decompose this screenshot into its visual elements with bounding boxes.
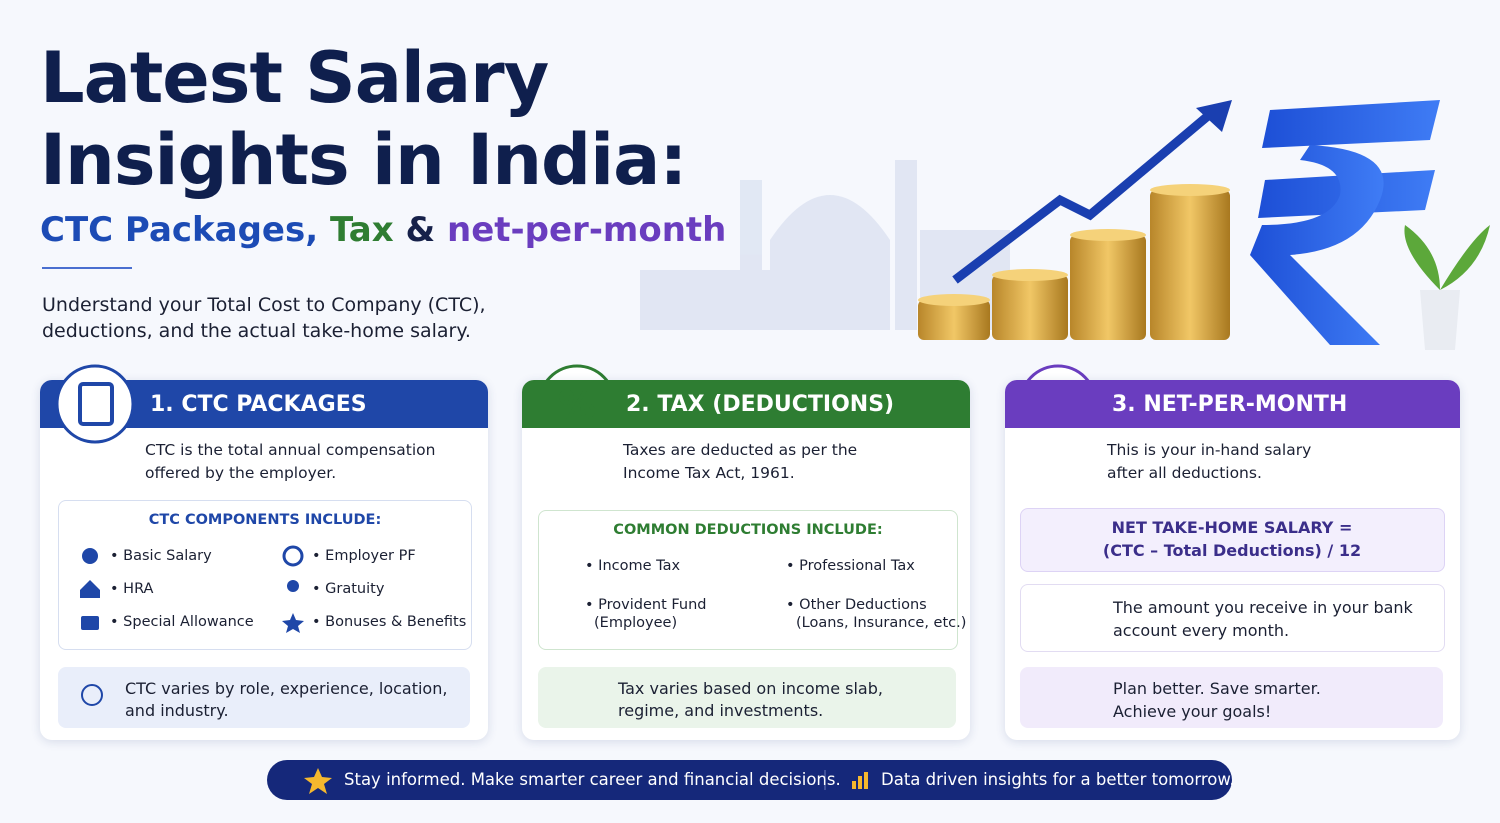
formula: (CTC – Total Deductions) / 12 — [1102, 541, 1362, 560]
trend-arrow — [952, 106, 1218, 284]
card — [522, 380, 970, 740]
card — [1005, 380, 1460, 740]
note-box — [1020, 667, 1443, 728]
card-description: Taxes are deducted as per the — [623, 441, 858, 459]
card-title: 2. TAX (DEDUCTIONS) — [626, 392, 895, 417]
list-item: • HRA — [110, 581, 154, 597]
list-item: • Professional Tax — [786, 558, 915, 574]
star-icon — [304, 768, 332, 794]
list-item: • Other Deductions — [786, 597, 927, 613]
info: The amount you receive in your bank — [1113, 598, 1413, 617]
subtitle: CTC Packages, Tax & net-per-month — [40, 210, 726, 250]
list-item: • Gratuity — [312, 581, 385, 597]
chart-icon — [852, 772, 868, 789]
list-item: • Basic Salary — [110, 548, 212, 564]
footer-text: Data driven insights for a better tomorr… — [881, 770, 1235, 789]
list-box — [538, 510, 958, 650]
description: Understand your Total Cost to Company (C… — [42, 294, 486, 316]
title-line: Latest Salary — [40, 37, 549, 119]
footer-bar — [267, 760, 1232, 800]
card-header — [1005, 380, 1460, 428]
rupee-symbol — [1250, 100, 1440, 345]
formula: NET TAKE-HOME SALARY = — [1111, 518, 1353, 537]
card-description: CTC is the total annual compensation — [145, 441, 436, 459]
title-line: Insights in India: — [40, 119, 687, 201]
info-box — [1020, 584, 1445, 652]
note: Tax varies based on income slab, — [618, 679, 883, 698]
list-item: • Income Tax — [585, 558, 681, 574]
plant — [1404, 225, 1490, 350]
formula-box — [1020, 508, 1445, 572]
card-description: Income Tax Act, 1961. — [623, 464, 795, 482]
note-box — [538, 667, 956, 728]
subtitle-part: Tax — [330, 210, 394, 250]
list-box — [58, 500, 472, 650]
note: CTC varies by role, experience, location… — [125, 679, 448, 698]
subtitle-part: & — [405, 210, 436, 250]
note-box — [58, 667, 470, 728]
card-title: 3. NET-PER-MONTH — [1112, 392, 1348, 417]
list-heading: COMMON DEDUCTIONS INCLUDE: — [613, 522, 883, 538]
list-heading: CTC COMPONENTS INCLUDE: — [148, 512, 382, 528]
card-title: 1. CTC PACKAGES — [150, 392, 367, 417]
card-description: This is your in-hand salary — [1107, 441, 1312, 459]
list-item: (Employee) — [594, 615, 678, 631]
card-header — [522, 380, 970, 428]
card-description: offered by the employer. — [145, 464, 337, 482]
note: Plan better. Save smarter. — [1113, 679, 1321, 698]
info: account every month. — [1113, 621, 1290, 640]
arrow-head — [1196, 100, 1232, 132]
subtitle-part: net-per-month — [447, 210, 727, 250]
footer-text: Stay informed. Make smarter career and f… — [344, 770, 841, 789]
percent-icon: % — [557, 383, 597, 427]
list-item: • Provident Fund — [585, 597, 707, 613]
note: regime, and investments. — [618, 701, 824, 720]
coin-stacks — [918, 184, 1230, 340]
list-item: • Bonuses & Benefits — [312, 614, 467, 630]
card-description: after all deductions. — [1107, 464, 1262, 482]
subtitle-part: CTC Packages, — [40, 210, 319, 250]
list-item: (Loans, Insurance, etc.) — [796, 615, 967, 631]
description: deductions, and the actual take-home sal… — [42, 320, 471, 342]
divider — [42, 267, 132, 269]
note: and industry. — [125, 701, 229, 720]
list-item: • Special Allowance — [110, 614, 254, 630]
list-item: • Employer PF — [312, 548, 416, 564]
note: Achieve your goals! — [1113, 702, 1272, 721]
